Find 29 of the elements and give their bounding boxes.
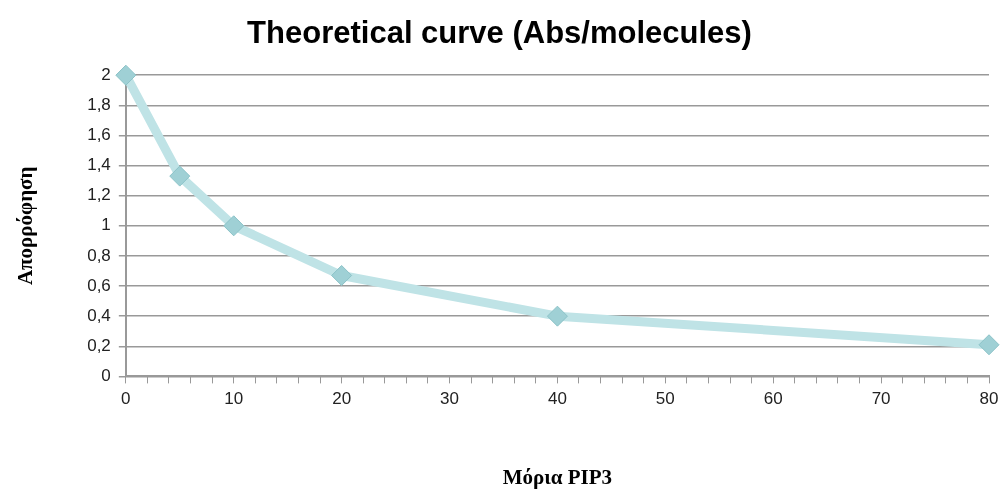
y-tick-label: 1,2 (87, 185, 111, 205)
y-tick-label: 0,6 (87, 275, 111, 295)
y-tick-label: 0,8 (87, 245, 111, 265)
point (169, 165, 191, 187)
x-tick-label: 40 (547, 389, 567, 409)
point (115, 64, 137, 86)
point (223, 215, 245, 237)
x-axis-title: Μόρια PIP3 (502, 464, 613, 489)
x-tick-label: 80 (979, 389, 999, 409)
point (978, 334, 1000, 356)
y-tick-label: 1,4 (87, 155, 111, 175)
y-tick-label: 1 (101, 215, 111, 235)
x-tick-label: 30 (440, 389, 459, 409)
y-tick-label: 1,8 (87, 95, 111, 115)
x-tick-label: 70 (871, 389, 891, 409)
x-tick-label: 10 (224, 389, 244, 409)
y-tick-label: 0,4 (87, 305, 111, 325)
x-tick-label: 50 (655, 389, 675, 409)
y-tick-label: 1,6 (87, 125, 111, 145)
point (331, 265, 353, 286)
x-tick-label: 20 (332, 389, 352, 409)
chart-title: Theoretical curve (Abs/molecules) (247, 15, 752, 51)
y-tick-label: 0 (101, 366, 111, 386)
x-tick-label: 60 (763, 389, 783, 409)
y-tick-label: 2 (101, 64, 111, 84)
x-tick-label: 0 (121, 389, 131, 409)
point (546, 305, 568, 327)
y-axis-title: Απορρόφηση (13, 166, 38, 286)
y-tick-label: 0,2 (87, 335, 111, 355)
